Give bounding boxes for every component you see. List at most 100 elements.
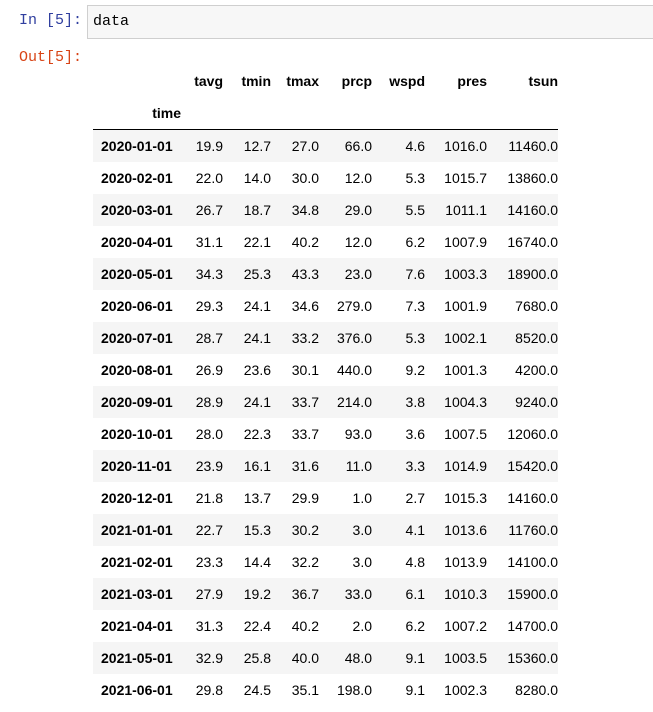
- row-index: 2020-01-01: [101, 138, 173, 154]
- table-cell: 30.0: [291, 170, 319, 186]
- table-cell: 1002.1: [444, 330, 487, 346]
- table-cell: 4200.0: [515, 362, 558, 378]
- table-cell: 24.5: [243, 682, 271, 698]
- table-cell: 5.5: [405, 202, 425, 218]
- table-cell: 48.0: [344, 650, 372, 666]
- index-name-row: time: [93, 97, 558, 130]
- table-cell: 31.6: [291, 458, 319, 474]
- table-cell: 14700.0: [507, 618, 558, 634]
- table-cell: 34.8: [291, 202, 319, 218]
- table-cell: 27.0: [291, 138, 319, 154]
- index-header-blank: [93, 65, 181, 97]
- table-row: 2020-10-01 28.0 22.3 33.7 93.0 3.6 1007.5 12060…: [93, 418, 558, 450]
- table-cell: 11.0: [345, 458, 372, 474]
- row-index: 2021-03-01: [101, 586, 173, 602]
- table-cell: 12.0: [344, 170, 372, 186]
- table-cell: 29.9: [291, 490, 319, 506]
- table-cell: 6.1: [405, 586, 425, 602]
- input-prompt: In [5]:: [18, 12, 82, 29]
- table-cell: 31.3: [195, 618, 223, 634]
- table-cell: 3.6: [405, 426, 425, 442]
- table-cell: 24.1: [243, 394, 271, 410]
- table-row: 2021-03-01 27.9 19.2 36.7 33.0 6.1 1010.3 15900…: [93, 578, 558, 610]
- table-cell: 4.6: [405, 138, 425, 154]
- row-index: 2020-06-01: [101, 298, 173, 314]
- table-cell: 5.3: [405, 170, 425, 186]
- table-cell: 11460.0: [508, 138, 558, 154]
- table-cell: 28.7: [195, 330, 223, 346]
- table-cell: 1001.9: [444, 298, 487, 314]
- table-row: 2021-04-01 31.3 22.4 40.2 2.0 6.2 1007.2 14700.…: [93, 610, 558, 642]
- table-cell: 14.4: [243, 554, 271, 570]
- table-row: 2020-09-01 28.9 24.1 33.7 214.0 3.8 1004.3 9240…: [93, 386, 558, 418]
- table-cell: 43.3: [291, 266, 319, 282]
- table-cell: 36.7: [291, 586, 319, 602]
- table-row: 2020-02-01 22.0 14.0 30.0 12.0 5.3 1015.7 13860…: [93, 162, 558, 194]
- table-cell: 15420.0: [507, 458, 558, 474]
- table-cell: 11760.0: [508, 522, 558, 538]
- table-cell: 33.7: [291, 394, 319, 410]
- table-cell: 22.1: [243, 234, 271, 250]
- table-cell: 23.0: [344, 266, 372, 282]
- table-cell: 16740.0: [507, 234, 558, 250]
- column-header: pres: [457, 73, 487, 89]
- row-index: 2021-01-01: [101, 522, 173, 538]
- table-cell: 24.1: [243, 298, 271, 314]
- table-cell: 18.7: [243, 202, 271, 218]
- code-editor[interactable]: data: [87, 5, 653, 39]
- table-cell: 33.7: [291, 426, 319, 442]
- table-cell: 32.9: [195, 650, 223, 666]
- table-cell: 1013.9: [444, 554, 487, 570]
- column-header: tmax: [286, 73, 319, 89]
- table-cell: 1004.3: [444, 394, 487, 410]
- table-cell: 14160.0: [507, 490, 558, 506]
- table-row: 2020-06-01 29.3 24.1 34.6 279.0 7.3 1001.9 7680…: [93, 290, 558, 322]
- table-cell: 3.8: [405, 394, 425, 410]
- table-cell: 23.9: [195, 458, 223, 474]
- table-cell: 15360.0: [507, 650, 558, 666]
- dataframe-table: tavg tmin tmax prcp wspd pres tsun time …: [93, 65, 558, 706]
- table-cell: 1007.5: [444, 426, 487, 442]
- table-cell: 14160.0: [507, 202, 558, 218]
- table-cell: 26.9: [195, 362, 223, 378]
- row-index: 2020-04-01: [101, 234, 173, 250]
- table-cell: 1015.3: [444, 490, 487, 506]
- table-cell: 12.7: [243, 138, 271, 154]
- table-cell: 21.8: [195, 490, 223, 506]
- table-cell: 440.0: [336, 362, 372, 378]
- table-cell: 1002.3: [444, 682, 487, 698]
- table-cell: 19.2: [243, 586, 271, 602]
- table-cell: 22.7: [195, 522, 223, 538]
- table-cell: 279.0: [336, 298, 372, 314]
- table-cell: 14100.0: [507, 554, 558, 570]
- table-row: 2020-04-01 31.1 22.1 40.2 12.0 6.2 1007.9 16740…: [93, 226, 558, 258]
- table-cell: 33.2: [291, 330, 319, 346]
- table-cell: 30.2: [291, 522, 319, 538]
- table-cell: 1011.1: [445, 202, 487, 218]
- column-header: tmin: [241, 73, 271, 89]
- row-index: 2021-02-01: [101, 554, 173, 570]
- table-cell: 7680.0: [515, 298, 558, 314]
- table-cell: 6.2: [405, 618, 425, 634]
- table-cell: 1014.9: [444, 458, 487, 474]
- table-row: 2021-05-01 32.9 25.8 40.0 48.0 9.1 1003.5 15360…: [93, 642, 558, 674]
- table-cell: 1003.5: [444, 650, 487, 666]
- row-index: 2020-07-01: [101, 330, 173, 346]
- row-index: 2020-08-01: [101, 362, 173, 378]
- table-cell: 12.0: [344, 234, 372, 250]
- row-index: 2021-06-01: [101, 682, 173, 698]
- table-cell: 23.6: [243, 362, 271, 378]
- table-cell: 22.3: [243, 426, 271, 442]
- table-cell: 32.2: [291, 554, 319, 570]
- table-cell: 1016.0: [444, 138, 487, 154]
- table-cell: 3.0: [352, 522, 372, 538]
- table-cell: 19.9: [195, 138, 223, 154]
- table-cell: 1015.7: [444, 170, 487, 186]
- table-cell: 9240.0: [515, 394, 558, 410]
- table-cell: 22.0: [195, 170, 223, 186]
- row-index: 2020-12-01: [101, 490, 173, 506]
- table-cell: 1.0: [352, 490, 372, 506]
- table-cell: 15.3: [243, 522, 271, 538]
- table-cell: 1010.3: [444, 586, 487, 602]
- table-cell: 33.0: [344, 586, 372, 602]
